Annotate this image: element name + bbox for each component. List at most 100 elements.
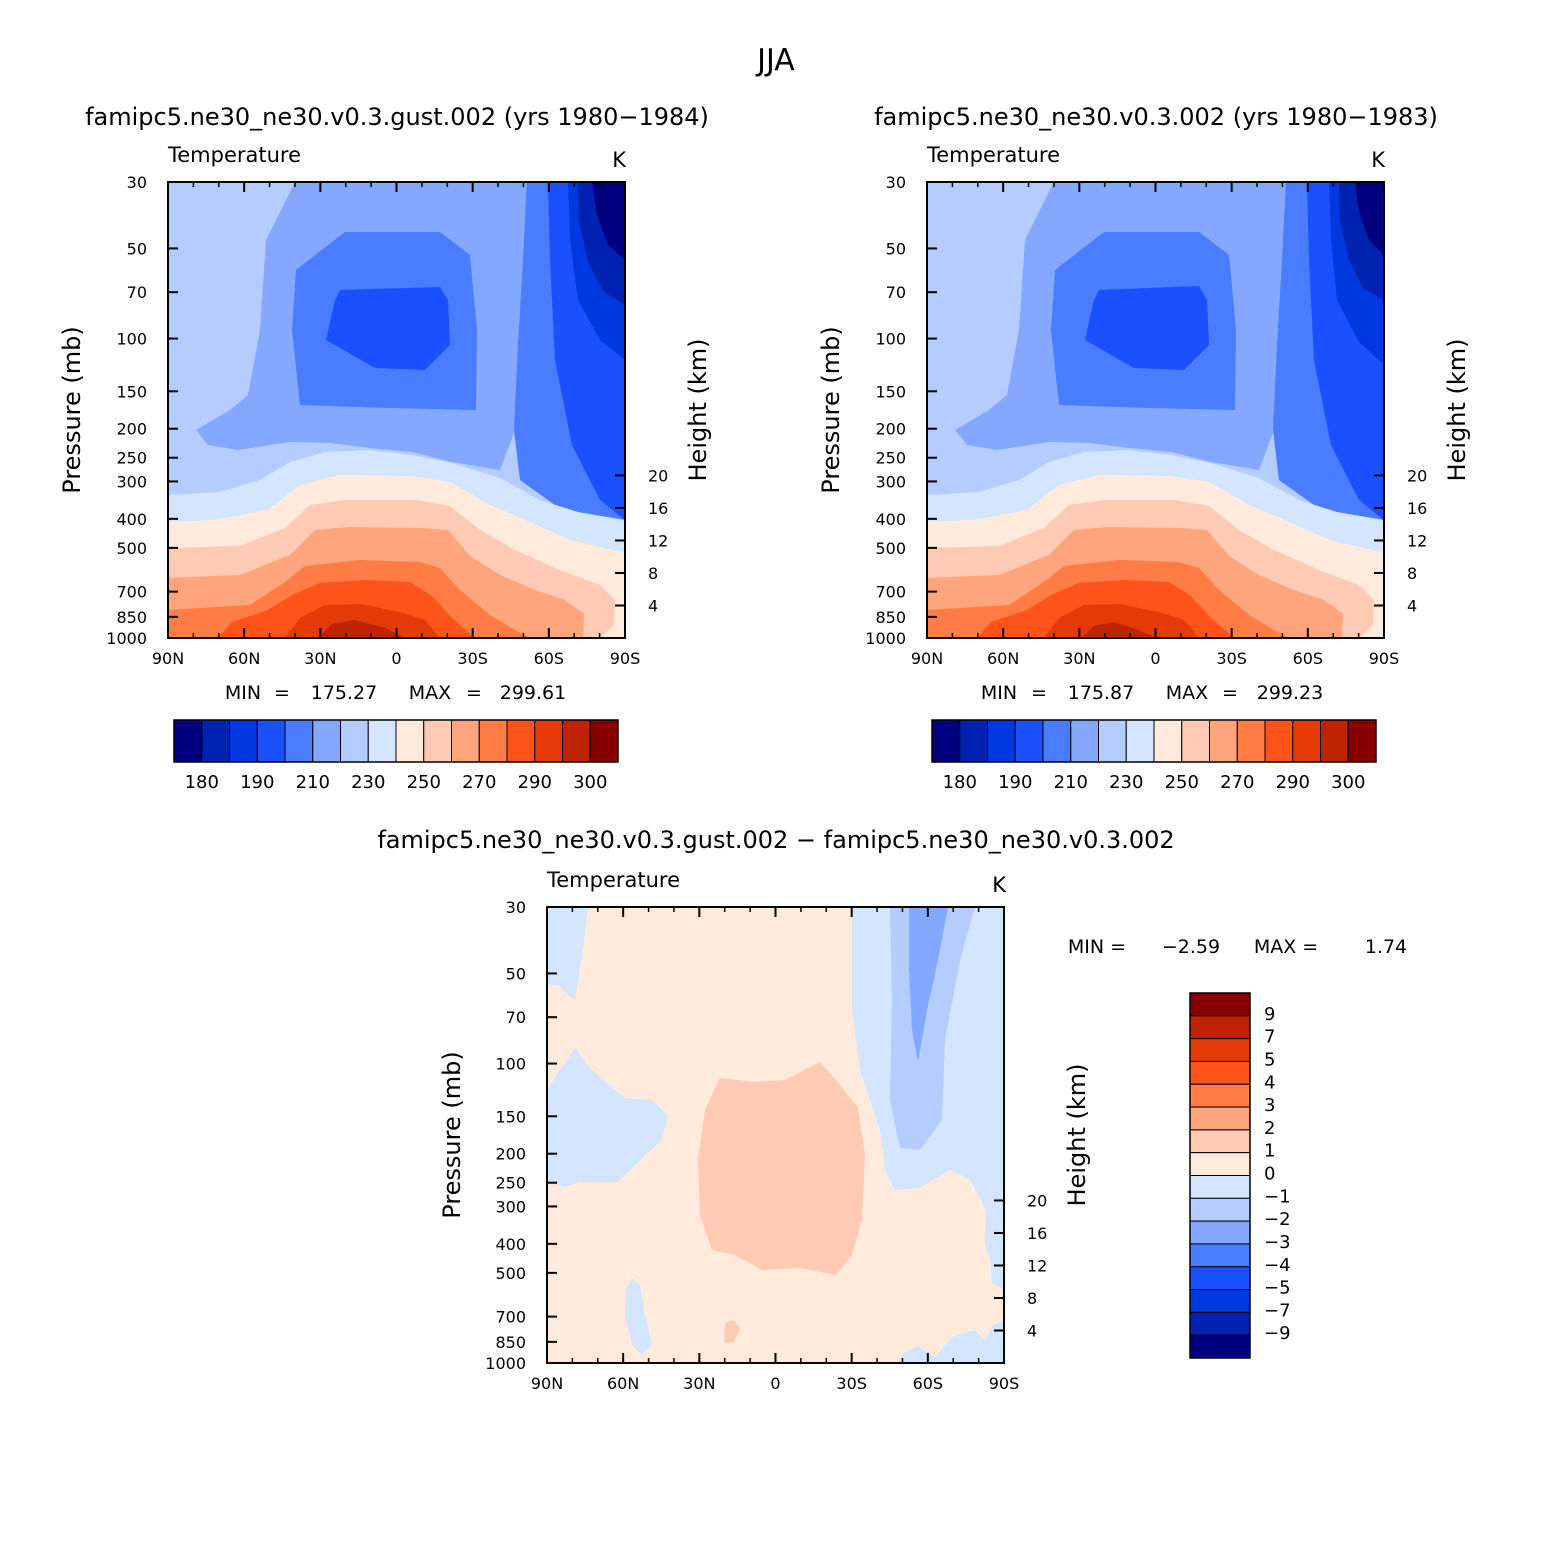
colorbar-label: −2 [1264,1209,1291,1230]
colorbar-label: 210 [296,772,330,793]
panel-2-max-value: 299.23 [1257,682,1323,704]
panel-2-units: K [1371,148,1386,172]
colorbar-box [284,719,314,763]
colorbar-box [1189,1197,1251,1222]
y-tick-label: 150 [495,1107,526,1126]
colorbar-box [1236,719,1266,763]
colorbar-box [423,719,452,763]
colorbar-box [1125,719,1155,763]
panel-1-max-eq: = [466,682,482,704]
colorbar-box [173,719,203,763]
panel-2-title: famipc5.ne30_ne30.v0.3.002 (yrs 1980−198… [874,103,1438,131]
panel-2-max-label: MAX [1166,682,1208,704]
colorbar-label: 3 [1264,1095,1275,1116]
colorbar-box [1320,719,1349,763]
colorbar-label: 9 [1264,1004,1275,1025]
x-tick-label: 30N [304,649,336,668]
panel-2-min-value: 175.87 [1068,682,1134,704]
y-tick-label: 300 [495,1197,526,1216]
colorbar-frame [1189,992,1251,1359]
colorbar-box [1209,719,1238,763]
y2-tick-label: 12 [648,531,668,550]
y-tick-label: 100 [116,330,147,349]
x-tick-label: 90N [152,649,184,668]
colorbar-box [1070,719,1099,763]
y-axis-title: Pressure (mb) [58,326,86,493]
x-tick-label: 60N [607,1374,639,1393]
y-tick-label: 250 [875,449,906,468]
colorbar-label: 300 [1331,772,1365,793]
y-tick-label: 100 [875,330,906,349]
colorbar-label: −9 [1264,1323,1291,1344]
colorbar-box [589,719,619,763]
colorbar-label: 290 [1276,772,1310,793]
panel-3: famipc5.ne30_ne30.v0.3.gust.002 − famipc… [377,826,1407,1393]
region-diff-nh-low-neg [625,1278,652,1355]
region-polar-180 [1355,182,1384,255]
y2-tick-label: 12 [1027,1256,1047,1275]
colorbar-box [201,719,230,763]
colorbar-box [506,719,536,763]
panel-3-units: K [992,873,1007,897]
y-tick-label: 1000 [485,1354,526,1373]
panel-3-title: famipc5.ne30_ne30.v0.3.gust.002 − famipc… [377,826,1174,854]
colorbar-label: 210 [1054,772,1088,793]
panel-3-max-value: 1.74 [1365,936,1407,958]
colorbar-label: 1 [1264,1141,1275,1162]
y2-tick-label: 20 [1027,1191,1047,1210]
colorbar-label: −4 [1264,1255,1291,1276]
colorbar-box [1189,1220,1251,1245]
colorbar-box [1189,1152,1251,1176]
colorbar-label: 230 [1109,772,1143,793]
colorbar-box [1189,1129,1251,1154]
colorbar-label: 270 [1220,772,1254,793]
y-tick-label: 50 [886,239,906,258]
x-tick-label: 30N [683,1374,715,1393]
colorbar-label: −3 [1264,1232,1291,1253]
y2-tick-label: 16 [1027,1224,1047,1243]
colorbar-label: 7 [1264,1027,1275,1048]
x-tick-label: 30S [836,1374,867,1393]
colorbar-label: 190 [998,772,1032,793]
y2-axis-title: Height (km) [684,339,712,482]
panel-2-contour-field [927,182,1384,638]
x-tick-label: 90S [1369,649,1400,668]
figure-title: JJA [755,43,795,78]
x-tick-label: 30S [457,649,488,668]
colorbar-box [367,719,397,763]
colorbar-box [1189,1038,1251,1062]
colorbar-box [534,719,563,763]
y2-tick-label: 8 [648,564,658,583]
colorbar-box [340,719,369,763]
colorbar-label: 250 [407,772,441,793]
panel-1-units: K [612,148,627,172]
y-tick-label: 700 [495,1308,526,1327]
region-diff-nh-mid-neg [547,1048,668,1187]
panel-3-contour-field [547,907,1004,1363]
x-tick-label: 60S [534,649,565,668]
colorbar-box [1189,1106,1251,1131]
y2-tick-label: 4 [648,596,658,615]
colorbar-box [1189,1175,1251,1199]
y-tick-label: 150 [875,382,906,401]
panel-2: famipc5.ne30_ne30.v0.3.002 (yrs 1980−198… [817,103,1471,793]
panel-2-max-eq: = [1222,682,1238,704]
colorbar-box [451,719,480,763]
y2-tick-label: 8 [1027,1289,1037,1308]
y2-axis-title: Height (km) [1063,1064,1091,1207]
panel-3-max-label: MAX = [1254,936,1318,958]
y-tick-label: 30 [886,173,906,192]
y-tick-label: 700 [116,583,147,602]
colorbar-label: −7 [1264,1300,1291,1321]
y-tick-label: 70 [886,283,906,302]
y-tick-label: 150 [116,382,147,401]
colorbar-box [1098,719,1127,763]
colorbar-box [1189,1243,1251,1268]
y-tick-label: 70 [127,283,147,302]
y-axis-title: Pressure (mb) [817,326,845,493]
y-tick-label: 30 [127,173,147,192]
y-tick-label: 250 [116,449,147,468]
y-tick-label: 70 [506,1008,526,1027]
x-tick-label: 0 [770,1374,780,1393]
